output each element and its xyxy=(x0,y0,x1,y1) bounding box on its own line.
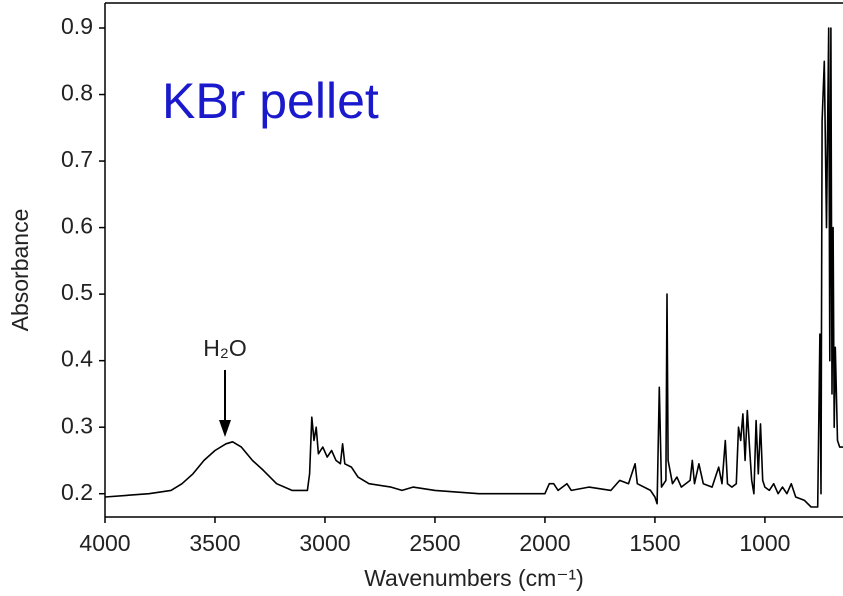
y-tick-label: 0.5 xyxy=(61,279,93,305)
arrow-head xyxy=(219,420,231,437)
y-tick-label: 0.8 xyxy=(61,80,93,106)
x-tick-label: 3000 xyxy=(299,530,350,556)
x-tick-label: 4000 xyxy=(79,530,130,556)
x-tick-label: 2000 xyxy=(519,530,570,556)
x-tick-label: 1500 xyxy=(629,530,680,556)
y-tick-label: 0.2 xyxy=(61,479,93,505)
x-tick-label: 3500 xyxy=(189,530,240,556)
x-tick-label: 1000 xyxy=(739,530,790,556)
spectrum-line xyxy=(104,27,843,508)
annotation-kbr: KBr pellet xyxy=(162,73,379,129)
x-tick-label: 2500 xyxy=(409,530,460,556)
y-tick-label: 0.4 xyxy=(61,346,93,372)
y-axis-label: Absorbance xyxy=(7,209,33,332)
y-tick-label: 0.6 xyxy=(61,213,93,239)
y-tick-label: 0.7 xyxy=(61,146,93,172)
y-tick-label: 0.9 xyxy=(61,13,93,39)
x-axis-label: Wavenumbers (cm⁻¹) xyxy=(364,565,584,591)
annotation-h2o: H₂O xyxy=(203,335,246,361)
y-tick-label: 0.3 xyxy=(61,412,93,438)
